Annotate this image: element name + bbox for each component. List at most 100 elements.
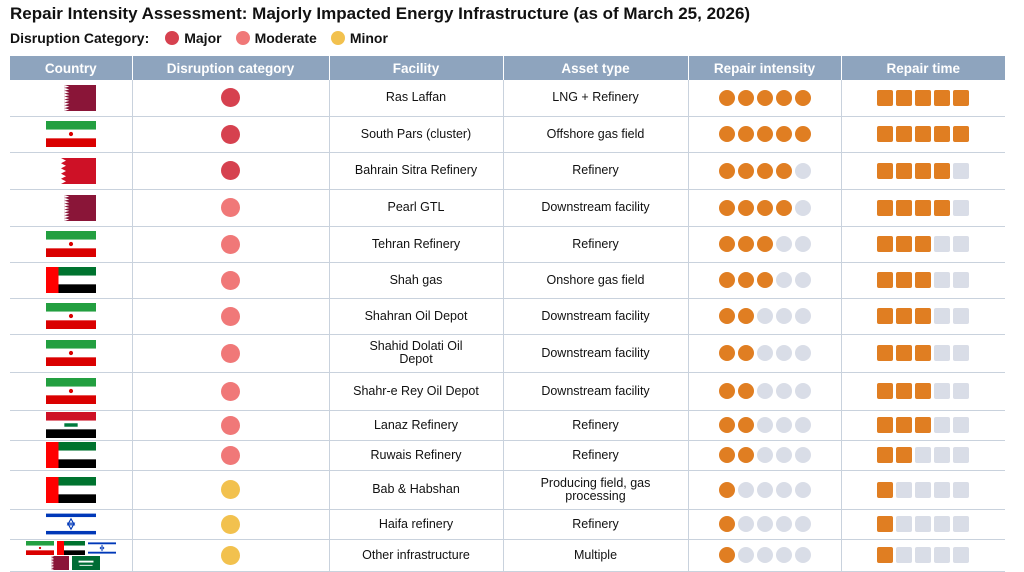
- flag-group: [10, 476, 132, 503]
- time-square: [915, 199, 932, 216]
- legend-item-minor: Minor: [330, 30, 388, 46]
- intensity-dot: [794, 272, 811, 288]
- table-row: Tehran Refinery Refinery: [10, 226, 1006, 263]
- category-cell: [132, 372, 330, 411]
- time-scale: [842, 236, 1006, 252]
- facility-cell: Bahrain Sitra Refinery: [329, 152, 504, 190]
- asset-cell: Downstream facility: [503, 298, 689, 335]
- table-row: Shahr-e Rey Oil Depot Downstream facility: [10, 372, 1005, 411]
- intensity-scale: [689, 417, 841, 433]
- country-cell: [10, 470, 133, 510]
- time-square: [934, 383, 951, 399]
- time-cell: [841, 539, 1005, 572]
- legend: Disruption Category: Major Moderate Mino…: [10, 30, 402, 46]
- time-square: [953, 126, 970, 142]
- category-cell: [132, 116, 330, 153]
- time-cell: [841, 410, 1005, 441]
- intensity-dot: [718, 481, 735, 498]
- time-square: [877, 447, 894, 463]
- category-cell: [132, 410, 330, 441]
- time-square: [934, 199, 951, 216]
- intensity-dot: [737, 162, 754, 179]
- flag-group: [10, 412, 132, 438]
- flag-group: [10, 121, 132, 147]
- category-dot: [221, 161, 240, 180]
- intensity-dot: [756, 126, 773, 142]
- intensity-dot: [756, 89, 773, 106]
- table-row: Shah gas Onshore gas field: [10, 262, 1005, 299]
- intensity-dot: [775, 308, 792, 324]
- saudi-flag-icon: [72, 555, 101, 570]
- category-wrap: [133, 124, 329, 144]
- category-dot: [221, 545, 240, 565]
- time-scale: [842, 481, 1006, 498]
- time-square: [915, 481, 932, 498]
- category-wrap: [133, 234, 329, 254]
- facility-cell: Shahran Oil Depot: [329, 298, 504, 335]
- intensity-dot: [775, 199, 792, 216]
- uae-flag-icon: [56, 540, 85, 555]
- intensity-dot: [794, 345, 811, 361]
- time-square: [915, 383, 932, 399]
- intensity-dot: [775, 236, 792, 252]
- time-cell: [841, 189, 1005, 227]
- table-row: Shahran Oil Depot Downstream facility: [10, 298, 1005, 335]
- intensity-dot: [737, 308, 754, 324]
- intensity-dot: [794, 199, 811, 216]
- facility-cell: Lanaz Refinery: [329, 410, 504, 441]
- country-cell: [10, 226, 133, 263]
- facility-cell: Tehran Refinery: [329, 226, 504, 263]
- intensity-cell: [688, 298, 842, 335]
- table-row: Shahid Dolati Oil Depot Downstream facili…: [10, 334, 1005, 373]
- israel-flag-icon: [45, 511, 96, 537]
- intensity-dot: [775, 126, 792, 142]
- time-square: [877, 345, 894, 361]
- col-header-asset: Asset type: [503, 56, 689, 80]
- intensity-cell: [688, 226, 842, 263]
- intensity-cell: [688, 116, 842, 153]
- flag-group: [10, 267, 132, 293]
- time-square: [953, 236, 970, 252]
- asset-cell: Refinery: [503, 226, 689, 263]
- facility-cell: Bab & Habshan: [329, 470, 504, 510]
- time-square: [896, 89, 913, 106]
- time-cell: [841, 152, 1005, 190]
- time-square: [953, 308, 970, 324]
- facility-cell: Haifa refinery: [329, 509, 504, 540]
- intensity-dot: [775, 481, 792, 498]
- intensity-dot: [737, 481, 754, 498]
- time-square: [934, 447, 951, 463]
- flag-group: [10, 442, 132, 468]
- intensity-dot: [775, 162, 792, 179]
- time-square: [915, 162, 932, 179]
- facility-cell: Other infrastructure: [329, 539, 504, 572]
- table-row: Lanaz Refinery Refinery: [10, 410, 1005, 441]
- header-row: Country Disruption category Facility Ass…: [10, 56, 1005, 80]
- category-wrap: [133, 514, 329, 534]
- time-square: [877, 272, 894, 288]
- time-square: [953, 199, 970, 216]
- time-cell: [841, 116, 1005, 153]
- asset-cell: Refinery: [503, 410, 689, 441]
- intensity-cell: [688, 152, 842, 190]
- time-square: [877, 383, 894, 399]
- time-square: [915, 417, 932, 433]
- category-dot: [221, 343, 240, 363]
- intensity-scale: [689, 89, 841, 106]
- time-square: [934, 126, 951, 142]
- time-square: [896, 547, 913, 563]
- category-dot: [221, 445, 240, 465]
- intensity-dot: [775, 447, 792, 463]
- intensity-dot: [794, 417, 811, 433]
- time-square: [896, 126, 913, 142]
- time-square: [896, 481, 913, 498]
- intensity-dot: [737, 383, 754, 399]
- flag-group: [10, 540, 132, 571]
- intensity-dot: [718, 417, 735, 433]
- intensity-cell: [688, 372, 842, 411]
- time-cell: [841, 470, 1006, 510]
- bahrain-flag-icon: [45, 157, 96, 184]
- category-wrap: [133, 445, 329, 465]
- intensity-dot: [756, 345, 773, 361]
- iran-flag-icon: [45, 121, 96, 147]
